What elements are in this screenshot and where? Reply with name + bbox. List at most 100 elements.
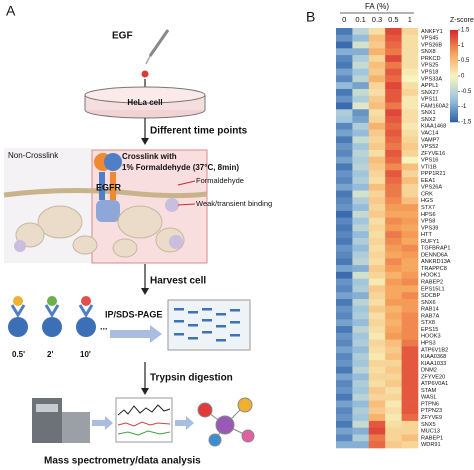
colorbar-segment — [450, 105, 458, 109]
heatmap-cell — [368, 312, 386, 320]
row-label: RUFY1 — [421, 239, 439, 245]
heatmap-cell — [352, 265, 370, 273]
heatmap-cell — [336, 129, 353, 137]
heatmap-cell — [336, 102, 353, 110]
heatmap-cell — [385, 129, 402, 137]
colorbar-segment — [450, 48, 458, 51]
row-label: SNX6 — [421, 300, 436, 306]
heatmap-cell — [401, 149, 419, 158]
heatmap-cell — [352, 420, 370, 428]
row-label: DENND6A — [421, 252, 448, 258]
heatmap-cell — [336, 312, 353, 320]
heatmap-cell — [336, 265, 353, 273]
row-label: KIAA1033 — [421, 361, 446, 367]
heatmap-cell — [352, 224, 370, 232]
heatmap-cell — [401, 136, 419, 144]
heatmap-cell — [352, 177, 370, 185]
colorbar-segment — [450, 30, 458, 33]
heatmap-cell — [385, 244, 402, 252]
proteins — [15, 205, 185, 258]
colorbar-segment — [450, 66, 458, 70]
heatmap-cell — [368, 28, 386, 36]
heatmap-cell — [385, 393, 402, 401]
colorbar-segment — [450, 112, 458, 116]
heatmap-cell — [401, 339, 419, 347]
heatmap-cell — [336, 434, 353, 442]
heatmap-cell — [385, 109, 402, 117]
row-label: ZFYVE20 — [421, 374, 445, 380]
row-label: VPS18 — [421, 70, 438, 76]
heatmap-cell — [352, 373, 370, 381]
row-label: ANKFY1 — [421, 29, 443, 35]
heatmap-cell — [368, 387, 386, 395]
heatmap-cell — [336, 224, 353, 232]
heatmap-cell — [368, 427, 386, 435]
heatmap-cell — [401, 183, 419, 191]
colorbar-tick-label: 0.5 — [461, 58, 470, 64]
heatmap-cell — [336, 238, 353, 246]
heatmap-cell — [336, 400, 353, 408]
colorbar-segment — [450, 87, 458, 91]
heatmap-cell — [336, 305, 353, 313]
row-label: SNX1 — [421, 110, 436, 116]
heatmap-cell — [368, 177, 386, 185]
heatmap-cell — [401, 163, 419, 171]
heatmap-cell — [401, 129, 419, 137]
row-label: VPS16 — [421, 158, 438, 164]
heatmap-cell — [368, 434, 386, 442]
arrow — [92, 416, 113, 430]
colorbar-segment — [450, 50, 458, 54]
heatmap-cell — [368, 129, 386, 137]
colorbar-segment — [450, 69, 458, 72]
heatmap-cell — [352, 359, 370, 368]
row-label: KIAA0368 — [421, 354, 446, 360]
heatmap-cell — [352, 68, 370, 76]
heatmap-cell — [368, 380, 386, 388]
heatmap-cell — [368, 143, 386, 151]
heatmap-cell — [401, 258, 419, 266]
colorbar-segment — [450, 89, 458, 93]
heatmap-cell — [368, 332, 386, 340]
heatmap-cell — [401, 116, 419, 124]
heatmap-cell — [352, 312, 370, 320]
heatmap-cell — [368, 258, 386, 266]
colorbar-segment — [450, 71, 458, 74]
heatmap-cell — [385, 271, 402, 279]
heatmap-cell — [368, 244, 386, 252]
heatmap-cell — [385, 292, 402, 300]
heatmap-cell — [352, 298, 370, 307]
colorbar-segment — [450, 96, 458, 100]
row-label: HPS3 — [421, 340, 436, 346]
heatmap-cell — [385, 251, 402, 259]
heatmap-cell — [336, 441, 353, 449]
heatmap-cell — [336, 149, 353, 158]
arrowhead — [141, 388, 149, 395]
heatmap-cell — [401, 387, 419, 395]
heatmap-cell — [336, 319, 353, 327]
heatmap-cell — [352, 285, 370, 293]
heatmap-cell — [368, 407, 386, 415]
heatmap-cell — [336, 95, 353, 103]
heatmap-cell — [385, 305, 402, 313]
antibodies — [8, 296, 96, 337]
heatmap-cell — [401, 251, 419, 259]
colorbar-segment — [450, 76, 458, 79]
heatmap-cell — [368, 224, 386, 232]
heatmap-cell — [385, 88, 402, 97]
heatmap-cell — [368, 292, 386, 300]
heatmap-cell — [352, 197, 370, 205]
heatmap-cell — [336, 393, 353, 401]
heatmap-cell — [401, 95, 419, 103]
heatmap-cell — [385, 210, 402, 218]
panel-label: B — [306, 9, 315, 25]
colorbar-segment — [450, 115, 458, 118]
heatmap-cell — [401, 380, 419, 388]
row-label: VPS26B — [421, 42, 442, 48]
arrow — [175, 416, 194, 430]
row-label: SNX2 — [421, 117, 436, 123]
heatmap-cell — [385, 55, 402, 63]
heatmap-cell — [336, 244, 353, 252]
heatmap-cell — [352, 366, 370, 374]
heatmap-cell — [336, 55, 353, 63]
